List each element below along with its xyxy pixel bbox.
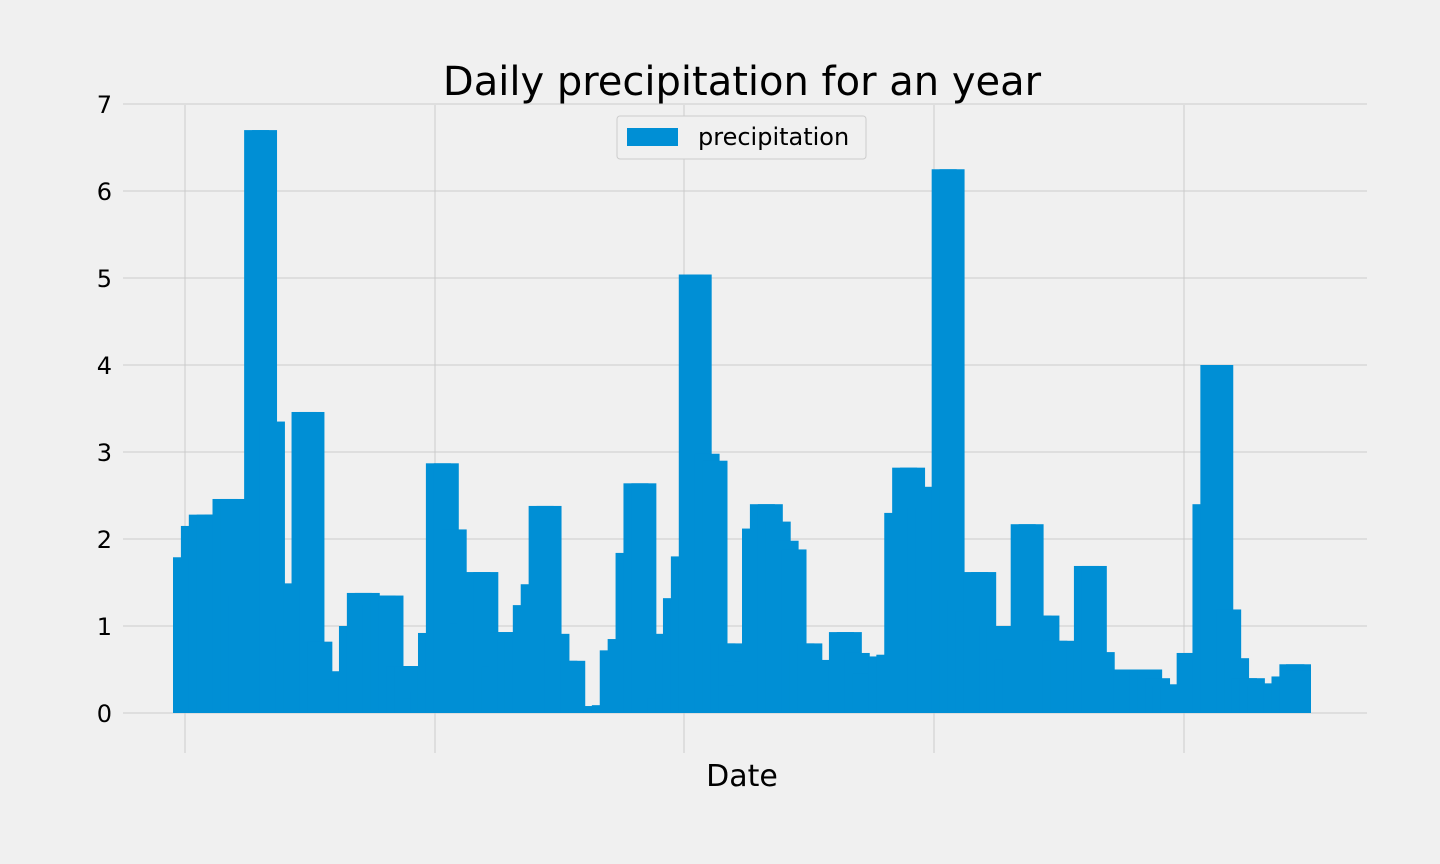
y-tick-label-4: 4 bbox=[97, 352, 112, 380]
legend: precipitation bbox=[616, 115, 867, 160]
y-tick-label-2: 2 bbox=[97, 526, 112, 554]
precipitation-bar-50 bbox=[568, 708, 594, 713]
x-axis-title: Date bbox=[706, 759, 778, 794]
precipitation-bar-143 bbox=[1286, 672, 1311, 713]
y-axis-ticks: 0 1 2 3 4 5 6 7 bbox=[97, 91, 112, 728]
y-tick-label-5: 5 bbox=[97, 265, 112, 293]
chart-title: Daily precipitation for an year bbox=[443, 59, 1042, 105]
legend-frame bbox=[616, 115, 867, 160]
legend-label: precipitation bbox=[698, 123, 849, 151]
bars bbox=[173, 130, 1311, 714]
y-tick-label-3: 3 bbox=[97, 439, 112, 467]
precipitation-bar-49 bbox=[560, 660, 586, 713]
legend-swatch bbox=[627, 128, 678, 146]
y-tick-label-6: 6 bbox=[97, 178, 112, 206]
y-tick-label-0: 0 bbox=[97, 700, 112, 728]
y-tick-label-7: 7 bbox=[97, 91, 112, 119]
y-tick-label-1: 1 bbox=[97, 613, 112, 641]
